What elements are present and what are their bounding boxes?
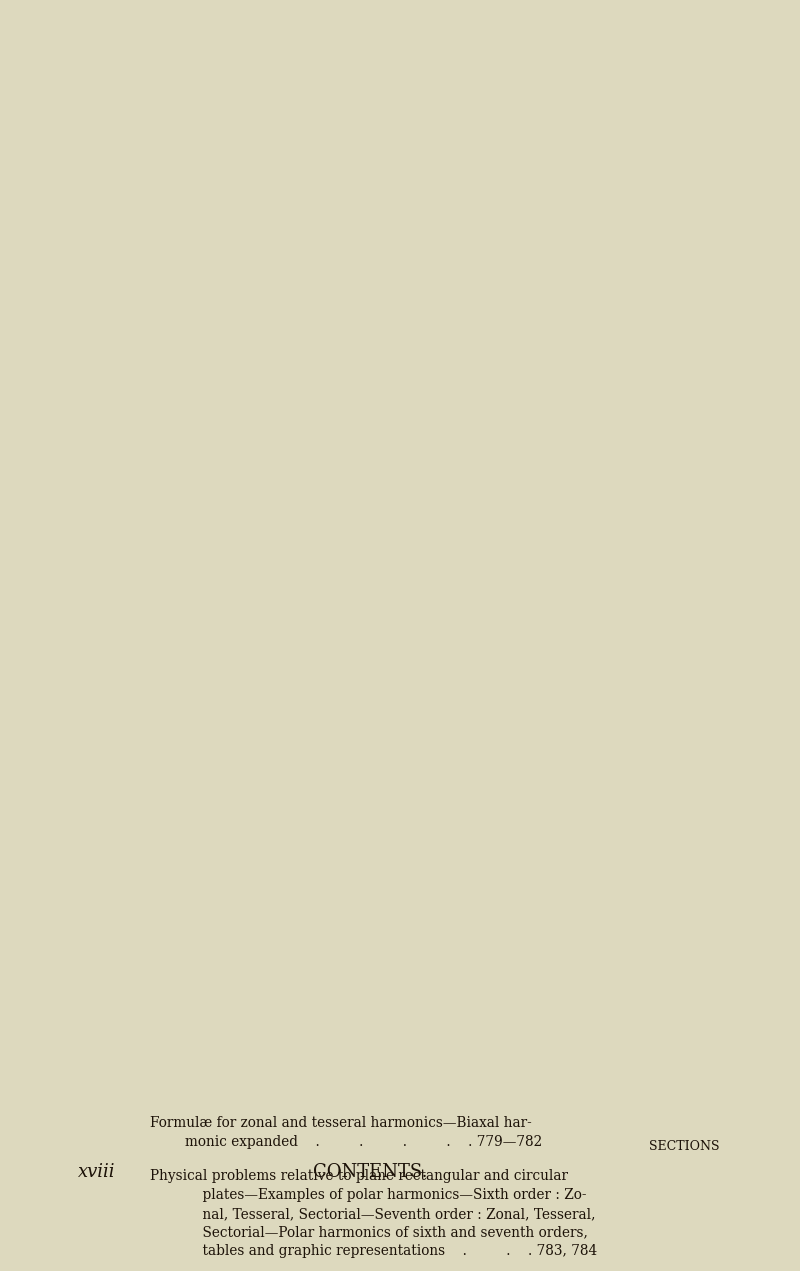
- Text: Physical problems relative to plane rectangular and circular: Physical problems relative to plane rect…: [150, 1169, 568, 1183]
- Text: SECTIONS: SECTIONS: [650, 1140, 720, 1153]
- Text: tables and graphic representations    .         .    . 783, 784: tables and graphic representations . . .…: [185, 1244, 598, 1258]
- Text: Sectorial—Polar harmonics of sixth and seventh orders,: Sectorial—Polar harmonics of sixth and s…: [185, 1225, 588, 1239]
- Text: nal, Tesseral, Sectorial—Seventh order : Zonal, Tesseral,: nal, Tesseral, Sectorial—Seventh order :…: [185, 1207, 595, 1221]
- Text: xviii: xviii: [78, 1163, 115, 1181]
- Text: Formulæ for zonal and tesseral harmonics—Biaxal har-: Formulæ for zonal and tesseral harmonics…: [150, 1116, 532, 1130]
- Text: plates—Examples of polar harmonics—Sixth order : Zo-: plates—Examples of polar harmonics—Sixth…: [185, 1188, 586, 1202]
- Text: CONTENTS.: CONTENTS.: [313, 1163, 427, 1181]
- Text: monic expanded    .         .         .         .    . 779—782: monic expanded . . . . . 779—782: [185, 1135, 542, 1149]
